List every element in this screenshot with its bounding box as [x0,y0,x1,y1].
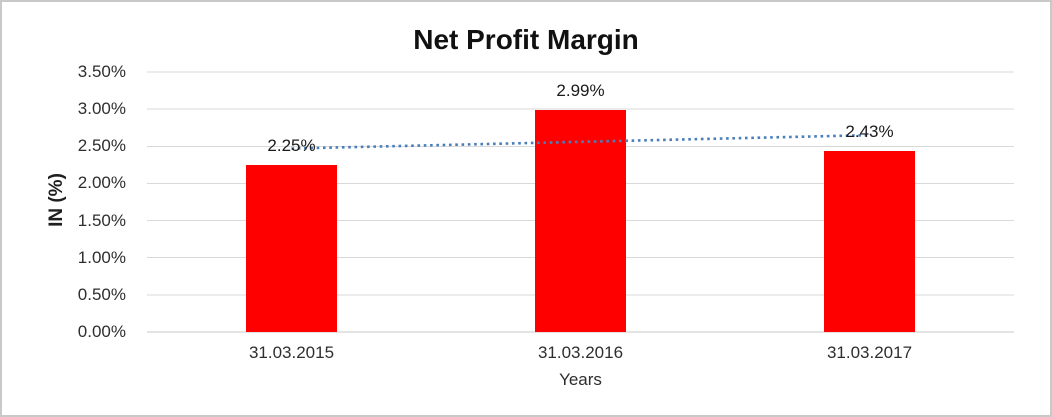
chart-title: Net Profit Margin [413,24,639,55]
y-tick-label: 0.00% [77,322,126,341]
x-tick-label: 31.03.2015 [248,343,335,362]
x-tick-label: 31.03.2016 [537,343,624,362]
y-tick-label: 2.00% [77,173,126,193]
bar-31.03.2017 [824,151,915,332]
y-tick-label: 3.00% [77,99,126,119]
bar-31.03.2016 [535,109,626,332]
data-label: 2.25% [267,135,316,155]
y-tick-label: 2.50% [77,136,126,156]
linear-trendline [291,133,870,150]
y-tick-label: 1.50% [77,210,126,230]
x-tick-label: 31.03.2017 [826,343,913,362]
x-axis-title: Years [559,370,602,389]
data-label: 2.43% [845,122,894,142]
y-tick-label: 3.50% [77,62,126,81]
y-tick-label: 0.50% [77,284,126,304]
y-tick-label: 1.00% [77,247,126,267]
data-label: 2.99% [556,80,605,100]
bar-31.03.2015 [246,164,337,332]
